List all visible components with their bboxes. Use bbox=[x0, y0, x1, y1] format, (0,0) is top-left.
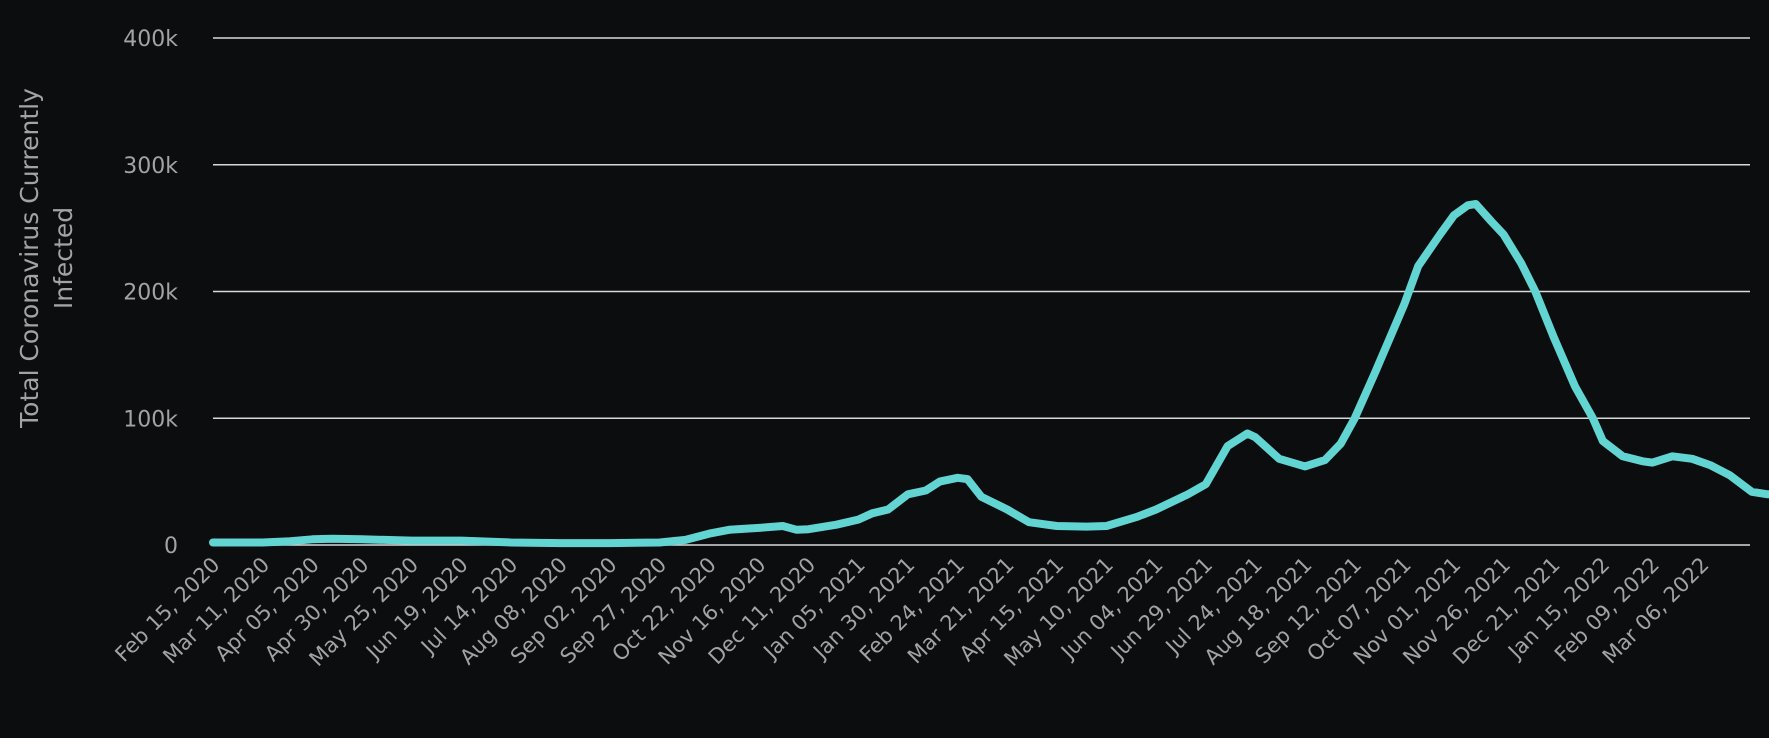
y-axis-title-line-2: Infected bbox=[49, 207, 78, 309]
y-axis-title-line-1: Total Coronavirus Currently bbox=[15, 88, 44, 429]
y-tick-label: 0 bbox=[164, 534, 178, 559]
gridlines bbox=[213, 37, 1750, 546]
series-layer bbox=[209, 200, 1769, 548]
y-tick-label: 400k bbox=[123, 27, 178, 52]
y-axis-title: Total Coronavirus Currently Infected bbox=[15, 88, 78, 429]
y-tick-label: 300k bbox=[123, 154, 178, 179]
y-axis-tick-labels: 0 100k 200k 300k 400k bbox=[123, 27, 178, 559]
y-tick-label: 200k bbox=[123, 281, 178, 306]
series-line-0 bbox=[209, 200, 1769, 548]
y-tick-label: 100k bbox=[123, 407, 178, 432]
